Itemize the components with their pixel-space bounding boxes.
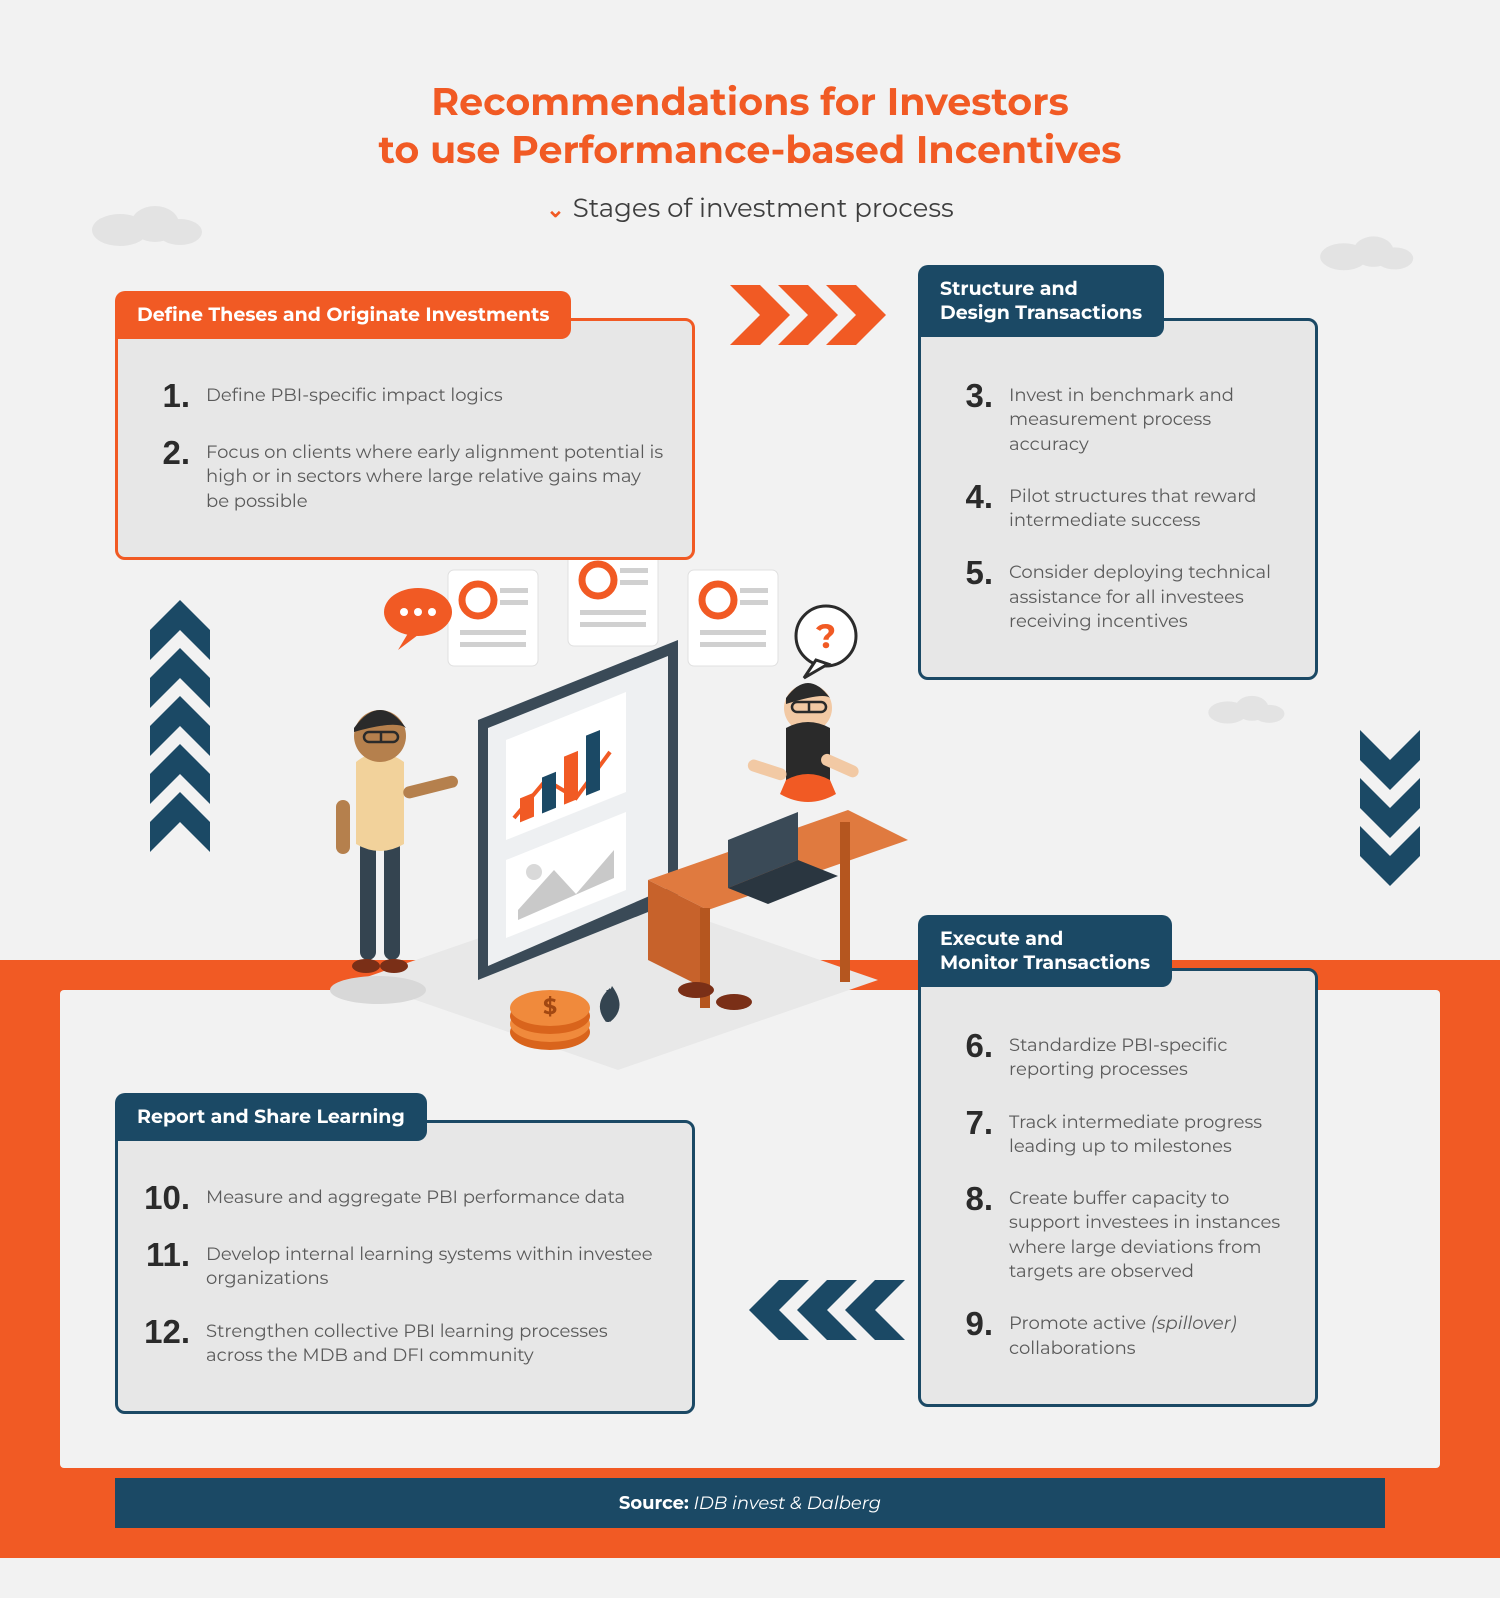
rec-item: 2. Focus on clients where early alignmen… [142, 436, 668, 513]
rec-text: Invest in benchmark and measurement proc… [1009, 379, 1291, 456]
rec-text: Strengthen collective PBI learning proce… [206, 1315, 668, 1368]
rec-item: 11. Develop internal learning systems wi… [142, 1238, 668, 1291]
stage-execute-header-text: Execute and Monitor Transactions [940, 927, 1150, 974]
rec-number: 6. [945, 1029, 993, 1062]
rec-item: 3. Invest in benchmark and measurement p… [945, 379, 1291, 456]
arrow-up [145, 600, 215, 860]
arrow-right [730, 280, 890, 350]
stage-execute: Execute and Monitor Transactions 6. Stan… [918, 968, 1318, 1407]
stage-structure-header-text: Structure and Design Transactions [940, 277, 1142, 324]
rec-item: 7. Track intermediate progress leading u… [945, 1106, 1291, 1159]
rec-text: Measure and aggregate PBI performance da… [206, 1181, 625, 1209]
rec-item: 10. Measure and aggregate PBI performanc… [142, 1181, 668, 1214]
rec-item: 6. Standardize PBI-specific reporting pr… [945, 1029, 1291, 1082]
title-line-1: Recommendations for Investors [431, 78, 1069, 125]
svg-text:$: $ [543, 993, 557, 1020]
rec-item: 4. Pilot structures that reward intermed… [945, 480, 1291, 533]
rec-number: 1. [142, 379, 190, 412]
central-illustration: ? [278, 560, 918, 1080]
rec-text: Pilot structures that reward intermediat… [1009, 480, 1291, 533]
stage-define: Define Theses and Originate Investments … [115, 318, 695, 560]
rec-text: Define PBI-specific impact logics [206, 379, 503, 407]
question-bubble-icon: ? [796, 606, 856, 678]
stage-structure-header: Structure and Design Transactions [918, 265, 1164, 337]
page-title: Recommendations for Investors to use Per… [0, 78, 1500, 173]
rec-text: Develop internal learning systems within… [206, 1238, 668, 1291]
rec-number: 4. [945, 480, 993, 513]
rec-text: Consider deploying technical assistance … [1009, 556, 1291, 633]
rec-text: Focus on clients where early alignment p… [206, 436, 668, 513]
chevron-down-icon: ⌄ [546, 196, 564, 223]
rec-number: 7. [945, 1106, 993, 1139]
title-line-2: to use Performance-based Incentives [379, 126, 1122, 173]
stage-report-header: Report and Share Learning [115, 1093, 427, 1141]
speech-bubble-icon [384, 588, 452, 650]
rec-number: 2. [142, 436, 190, 469]
rec-text: Track intermediate progress leading up t… [1009, 1106, 1291, 1159]
source-bar: Source: IDB invest & Dalberg [115, 1478, 1385, 1528]
chart-card-icon [448, 560, 778, 666]
arrow-down [1355, 730, 1425, 890]
stage-structure: Structure and Design Transactions 3. Inv… [918, 318, 1318, 680]
rec-number: 12. [142, 1315, 190, 1348]
rec-number: 10. [142, 1181, 190, 1214]
rec-text: Create buffer capacity to support invest… [1009, 1182, 1291, 1283]
cloud-icon [1200, 690, 1290, 728]
cloud-icon [1310, 230, 1420, 275]
rec-number: 9. [945, 1307, 993, 1340]
infographic-canvas: Recommendations for Investors to use Per… [0, 0, 1500, 1598]
rec-number: 11. [142, 1238, 190, 1271]
stage-define-header: Define Theses and Originate Investments [115, 291, 571, 339]
rec-text: Standardize PBI-specific reporting proce… [1009, 1029, 1291, 1082]
rec-item: 8. Create buffer capacity to support inv… [945, 1182, 1291, 1283]
svg-text:?: ? [815, 615, 836, 657]
stage-execute-header: Execute and Monitor Transactions [918, 915, 1172, 987]
rec-item: 1. Define PBI-specific impact logics [142, 379, 668, 412]
page-subtitle: ⌄ Stages of investment process [0, 192, 1500, 224]
rec-number: 3. [945, 379, 993, 412]
rec-number: 5. [945, 556, 993, 589]
subtitle-text: Stages of investment process [573, 192, 954, 224]
rec-item: 12. Strengthen collective PBI learning p… [142, 1315, 668, 1368]
source-value: IDB invest & Dalberg [693, 1492, 881, 1514]
rec-item: 9. Promote active (spillover) collaborat… [945, 1307, 1291, 1360]
rec-number: 8. [945, 1182, 993, 1215]
rec-text: Promote active (spillover) collaboration… [1009, 1307, 1291, 1360]
rec-item: 5. Consider deploying technical assistan… [945, 556, 1291, 633]
source-label: Source: [619, 1492, 689, 1514]
arrow-left [745, 1275, 905, 1345]
stage-report: Report and Share Learning 10. Measure an… [115, 1120, 695, 1414]
